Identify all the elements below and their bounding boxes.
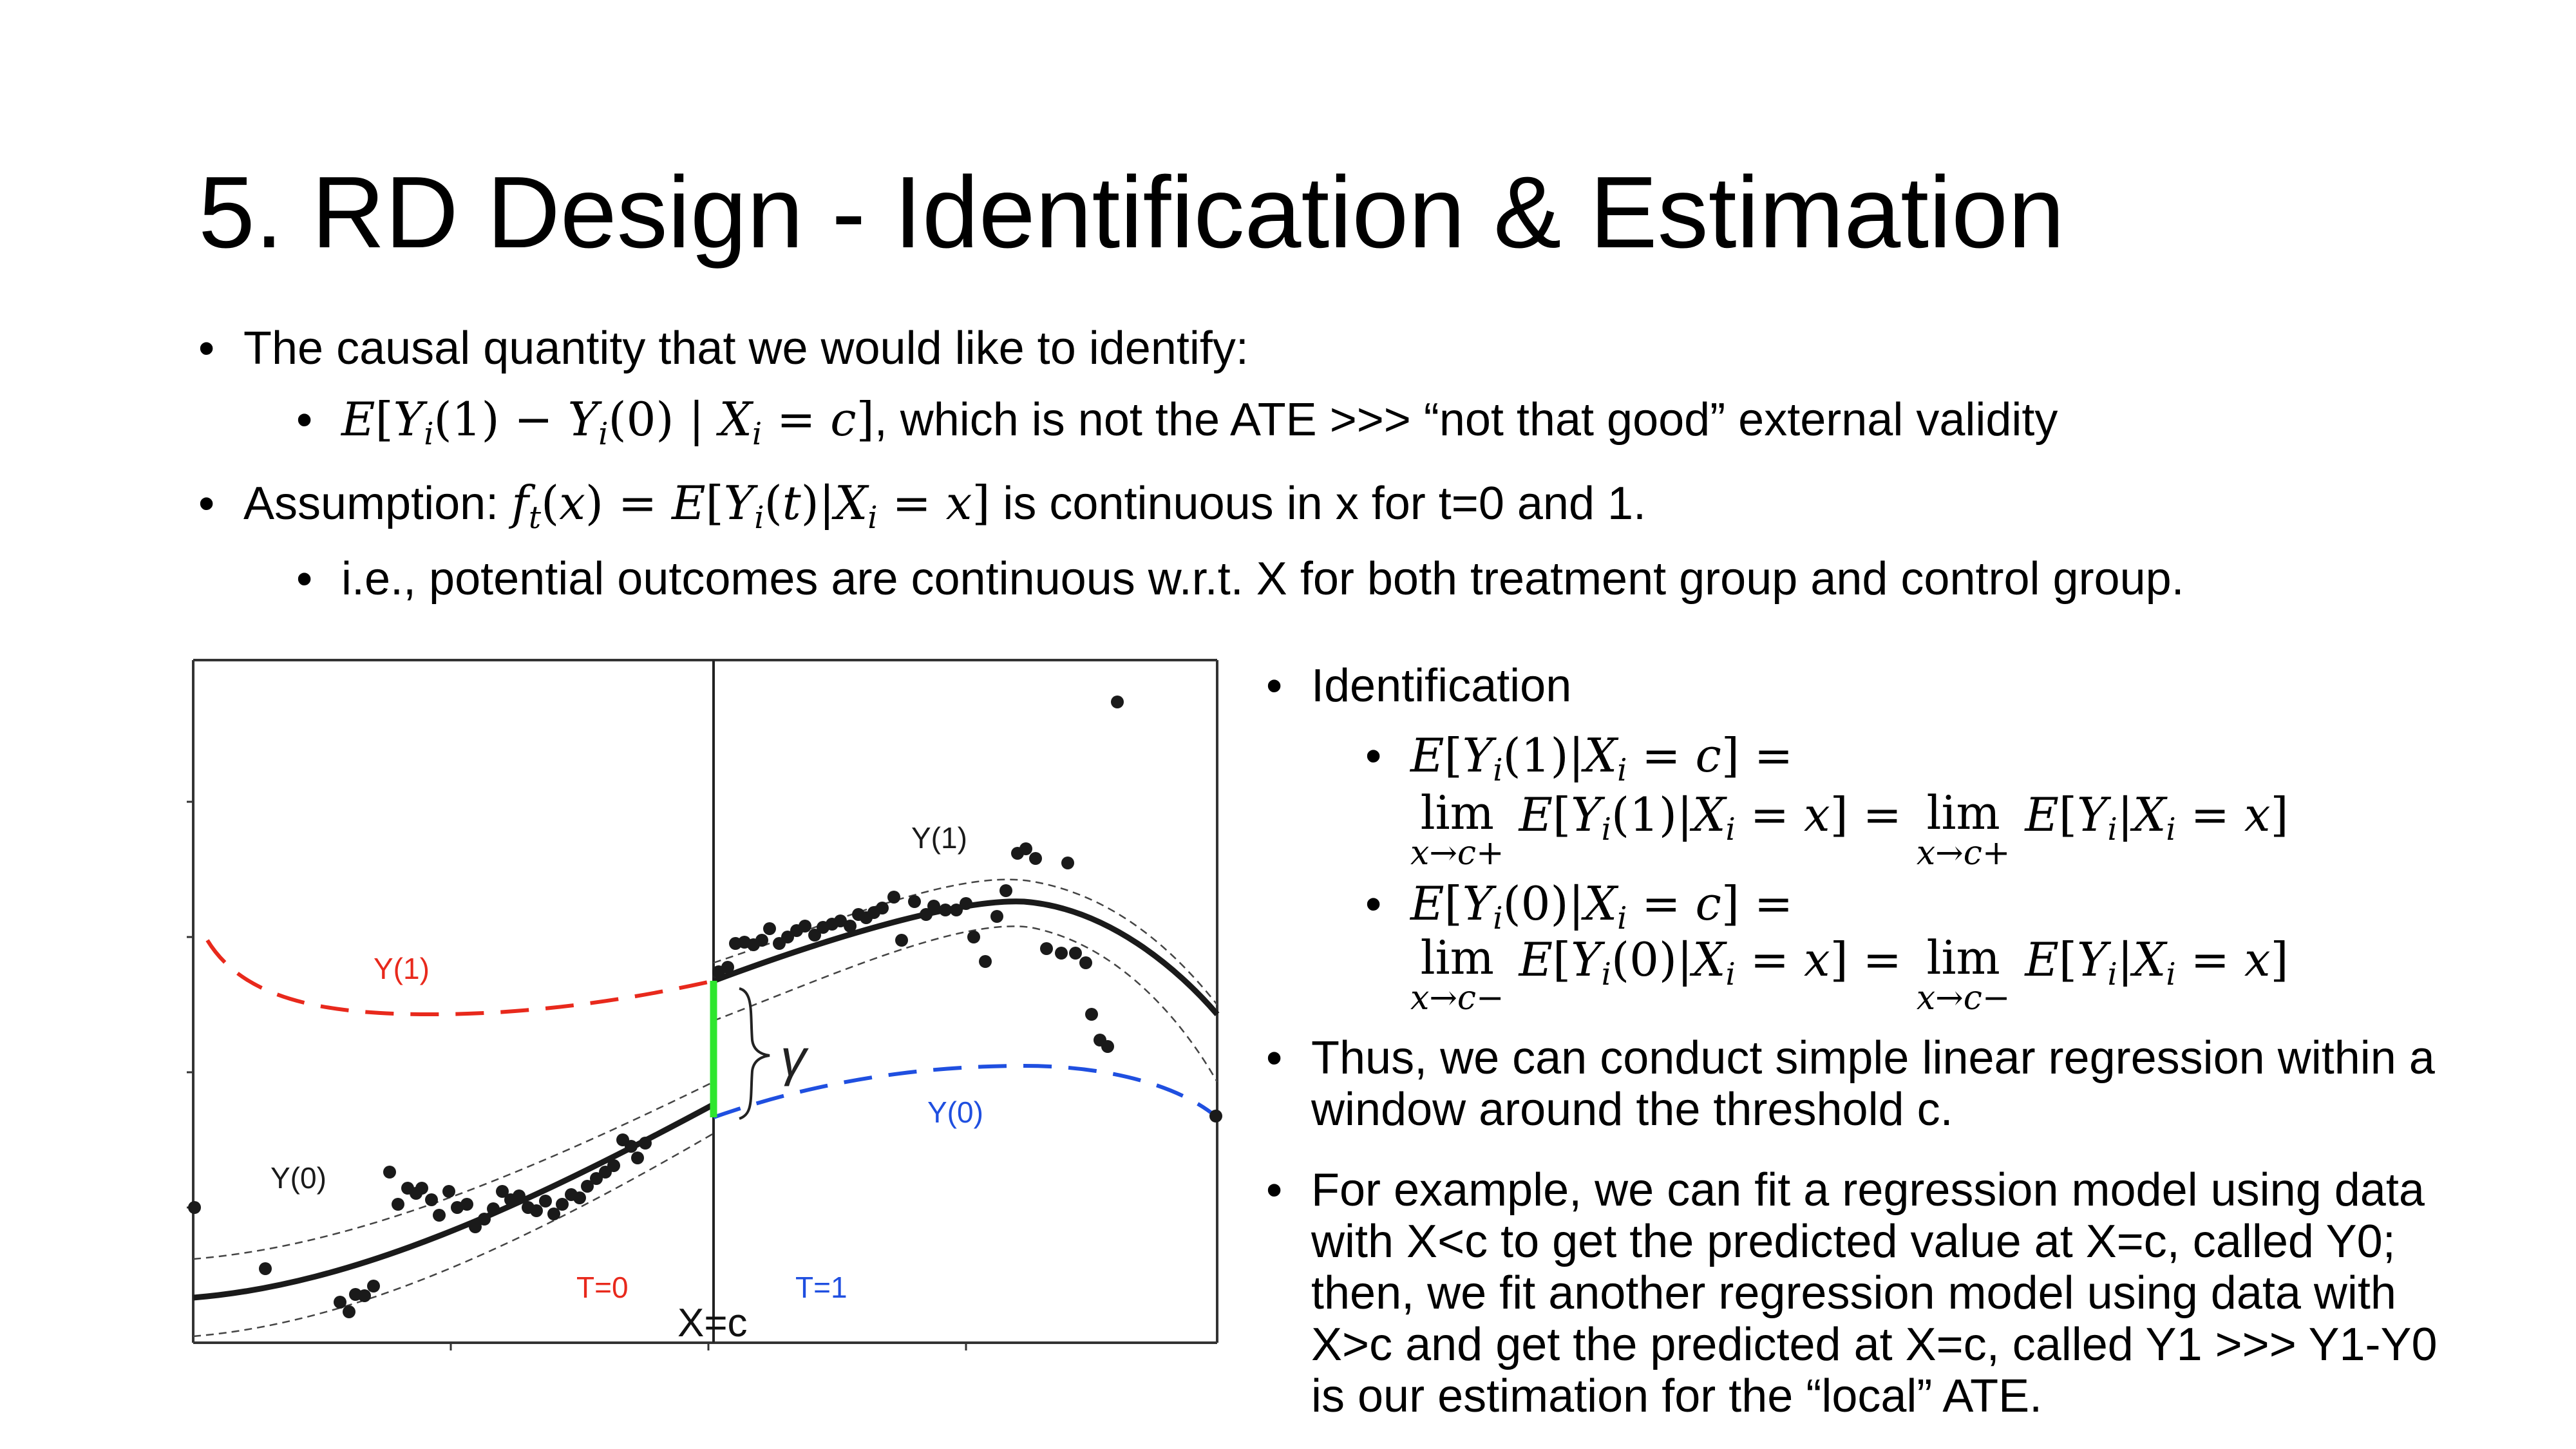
gamma-brace bbox=[739, 987, 770, 1120]
bullet-example: • For example, we can fit a regression mo… bbox=[1266, 1164, 2438, 1422]
bullet-thus: • Thus, we can conduct simple linear regr… bbox=[1266, 1032, 2435, 1135]
bullet-identification: • Identification bbox=[1266, 660, 1572, 712]
eq2-line2: lim x→c− E[Yi(0)|Xi = x] = lim x→c− E[Yi|X… bbox=[1410, 931, 2289, 1018]
bullet-estimand: • E[Yi(1) − Yi(0) | Xi = c], which is not… bbox=[296, 392, 2058, 452]
bullet-assumption: • Assumption: ft(x) = E[Yi(t)|Xi = x] is … bbox=[198, 476, 1647, 536]
estimand-math: E bbox=[341, 392, 375, 446]
eq2-line1: • E[Yi(0)|Xi = c] = bbox=[1365, 876, 1794, 936]
y1-fitted-curve bbox=[712, 898, 1220, 1016]
slide-title: 5. RD Design - Identification & Estimati… bbox=[198, 156, 2065, 269]
eq1-line2: lim x→c+ E[Yi(1)|Xi = x] = lim x→c+ E[Yi|X… bbox=[1410, 786, 2289, 873]
t0-label: T=0 bbox=[576, 1271, 629, 1304]
y0-counterfactual-curve bbox=[713, 1063, 1218, 1119]
gamma-label: γ bbox=[781, 1029, 809, 1086]
y1-counterfactual-curve bbox=[205, 939, 714, 1017]
y1-black-label: Y(1) bbox=[911, 821, 967, 855]
axis-ticks bbox=[187, 800, 967, 1350]
y0-black-label: Y(0) bbox=[270, 1161, 327, 1195]
cutoff-label: X=c bbox=[677, 1301, 748, 1345]
eq1-line1: • E[Yi(1)|Xi = c] = bbox=[1365, 728, 1794, 788]
y0-blue-label: Y(0) bbox=[927, 1095, 983, 1129]
bullet-causal-quantity: • The causal quantity that we would like … bbox=[198, 323, 1249, 374]
bullet-continuity: • i.e., potential outcomes are continuous… bbox=[296, 553, 2184, 605]
y1-red-label: Y(1) bbox=[374, 952, 430, 985]
t1-label: T=1 bbox=[795, 1271, 848, 1304]
rd-plot: γ Y(1) Y(1) Y(0) Y(0) T=0 T=1 X=c bbox=[187, 659, 1222, 1350]
data-points bbox=[188, 696, 1222, 1318]
plot-frame bbox=[192, 659, 1218, 1344]
